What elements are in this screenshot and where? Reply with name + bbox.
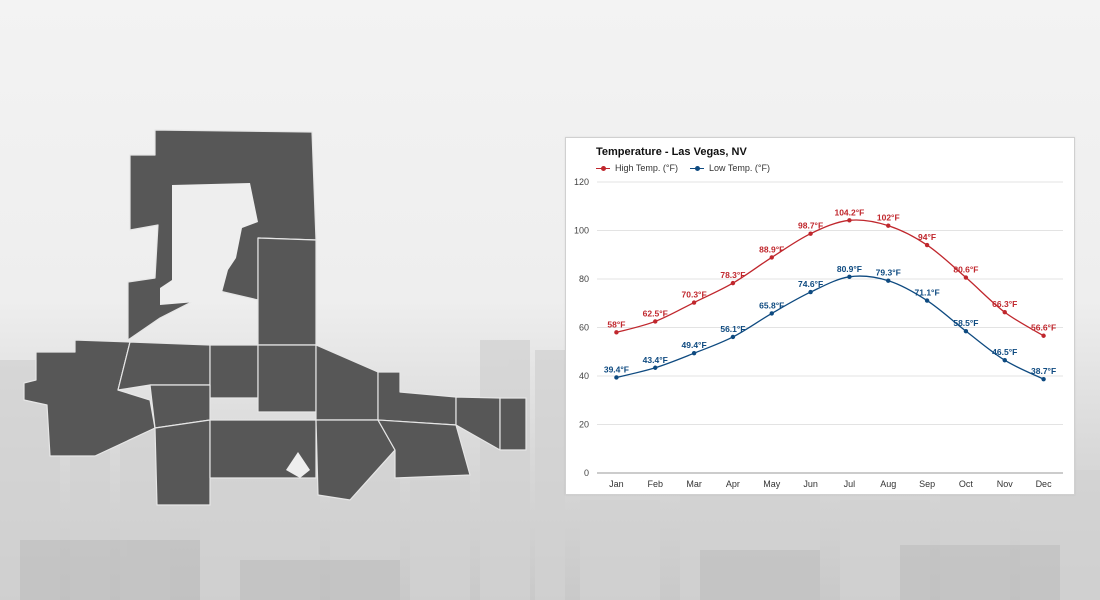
y-tick-0: 0	[584, 468, 589, 478]
map-region-east-1	[315, 344, 379, 421]
series-line-high	[616, 219, 1044, 337]
x-tick-aug: Aug	[880, 479, 896, 489]
point-high-sep	[924, 242, 930, 248]
point-high-nov	[1002, 310, 1007, 315]
x-tick-mar: Mar	[686, 479, 702, 489]
x-tick-sep: Sep	[919, 479, 935, 489]
point-high-apr	[730, 280, 736, 286]
x-tick-dec: Dec	[1036, 479, 1053, 489]
map-region-northeast	[257, 237, 317, 346]
x-tick-jun: Jun	[803, 479, 818, 489]
point-low-oct	[963, 328, 969, 334]
legend-low-swatch	[690, 164, 704, 172]
point-high-jun	[808, 231, 813, 236]
data-label-low-dec: 38.7°F	[1031, 366, 1056, 376]
point-high-feb	[653, 319, 658, 324]
data-label-low-jan: 39.4°F	[604, 364, 629, 374]
y-tick-80: 80	[579, 274, 589, 284]
map-region-far-east-edge	[499, 397, 527, 451]
data-label-high-oct: 80.6°F	[953, 265, 978, 275]
chart-series: 58°F 62.5°F 70.3°F 78.3°F 88.9°F 98.7°F 104.2°…	[604, 207, 1056, 382]
x-tick-oct: Oct	[959, 479, 974, 489]
point-low-nov	[1002, 358, 1007, 363]
chart-title: Temperature - Las Vegas, NV	[596, 146, 747, 158]
x-tick-may: May	[763, 479, 781, 489]
data-label-high-aug: 102°F	[877, 213, 900, 223]
map-holes	[160, 183, 310, 478]
point-low-jul	[847, 274, 852, 280]
data-label-high-feb: 62.5°F	[643, 308, 668, 318]
y-tick-100: 100	[574, 226, 589, 236]
y-tick-40: 40	[579, 371, 589, 381]
point-high-dec	[1041, 333, 1046, 338]
data-label-high-jul: 104.2°F	[834, 207, 864, 217]
point-low-jan	[614, 375, 619, 380]
data-label-high-nov: 66.3°F	[992, 299, 1017, 309]
legend-item-high[interactable]: High Temp. (°F)	[596, 163, 678, 173]
map-region-south-1	[154, 419, 211, 506]
data-label-low-jun: 74.6°F	[798, 279, 823, 289]
point-high-mar	[691, 300, 697, 305]
data-label-low-apr: 56.1°F	[720, 324, 745, 334]
y-tick-120: 120	[574, 177, 589, 187]
point-high-jul	[847, 218, 852, 223]
legend-high-swatch	[596, 164, 610, 172]
map-region-central-2	[209, 344, 259, 399]
map-region-south-3	[315, 419, 396, 501]
data-label-high-apr: 78.3°F	[720, 270, 745, 280]
data-label-high-jun: 98.7°F	[798, 221, 823, 231]
y-tick-60: 60	[579, 323, 589, 333]
point-high-oct	[963, 275, 969, 280]
map-region-far-east	[455, 396, 501, 451]
legend-high-label: High Temp. (°F)	[615, 163, 678, 173]
x-tick-jul: Jul	[844, 479, 856, 489]
map-region-central-1	[117, 341, 211, 391]
data-label-low-aug: 79.3°F	[876, 268, 901, 278]
x-tick-labels: Jan Feb Mar Apr May Jun Jul Aug Sep Oct Nov Dec	[609, 479, 1052, 489]
point-low-feb	[653, 365, 658, 370]
chart-plot: 0 20 40 60 80 100 120 Jan Feb Mar Apr May Jun Jul Aug…	[574, 177, 1063, 489]
x-tick-nov: Nov	[997, 479, 1014, 489]
data-label-low-mar: 49.4°F	[682, 340, 707, 350]
point-low-sep	[924, 298, 930, 303]
data-label-low-feb: 43.4°F	[643, 355, 668, 365]
point-high-aug	[886, 223, 891, 228]
data-label-low-nov: 46.5°F	[992, 347, 1017, 357]
point-high-may	[769, 255, 774, 260]
data-label-high-sep: 94°F	[918, 232, 936, 242]
legend-item-low[interactable]: Low Temp. (°F)	[690, 163, 770, 173]
data-label-low-may: 65.8°F	[759, 300, 784, 310]
las-vegas-district-map	[23, 129, 527, 506]
legend-low-label: Low Temp. (°F)	[709, 163, 770, 173]
series-line-low	[616, 275, 1044, 380]
map-region-central-4	[257, 344, 317, 413]
data-label-low-jul: 80.9°F	[837, 264, 862, 274]
map-region-south-4	[377, 419, 471, 479]
data-label-low-sep: 71.1°F	[915, 288, 940, 298]
map-region-south-2	[209, 419, 317, 479]
point-low-mar	[691, 351, 697, 356]
map-region-west	[23, 339, 156, 457]
point-high-jan	[614, 330, 619, 335]
data-label-high-mar: 70.3°F	[682, 290, 707, 300]
data-label-high-dec: 56.6°F	[1031, 323, 1056, 333]
point-low-dec	[1041, 376, 1046, 382]
x-tick-apr: Apr	[726, 479, 740, 489]
point-low-aug	[886, 278, 891, 283]
grid-lines	[597, 181, 1063, 474]
point-low-jun	[808, 289, 813, 295]
point-low-apr	[730, 334, 736, 340]
map-regions	[23, 129, 527, 506]
point-low-may	[769, 311, 774, 316]
x-tick-jan: Jan	[609, 479, 624, 489]
data-label-high-may: 88.9°F	[759, 244, 784, 254]
map-region-east-2	[377, 371, 457, 426]
data-label-low-oct: 58.5°F	[953, 318, 978, 328]
y-tick-20: 20	[579, 420, 589, 430]
y-tick-labels: 0 20 40 60 80 100 120	[574, 177, 589, 478]
x-tick-feb: Feb	[647, 479, 663, 489]
data-label-high-jan: 58°F	[607, 319, 625, 329]
temperature-chart: Temperature - Las Vegas, NV High Temp. (…	[565, 137, 1075, 495]
